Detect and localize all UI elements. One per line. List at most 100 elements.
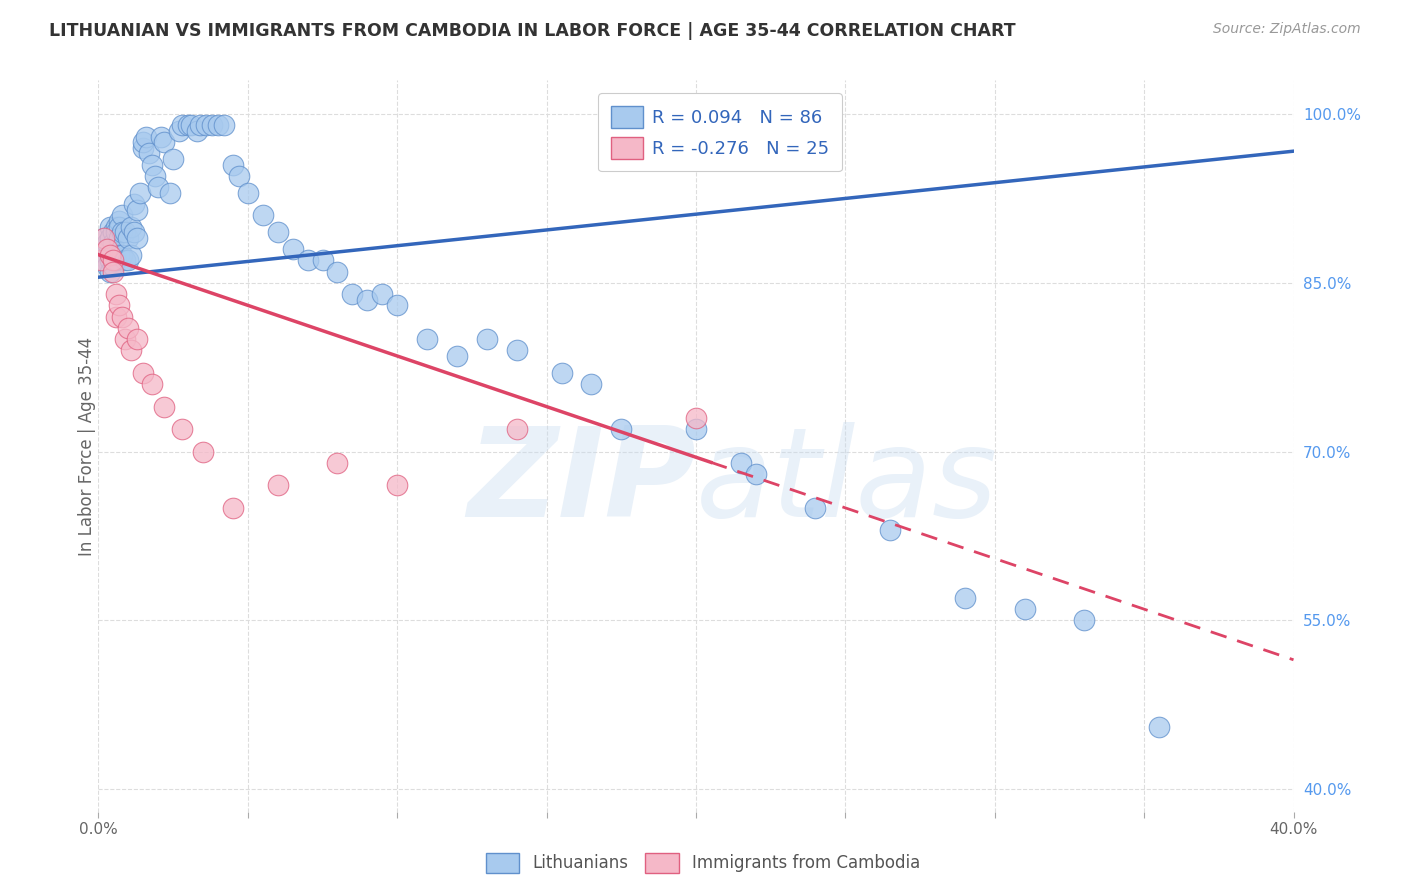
Point: [98, 248, 122, 262]
Point: [96, 242, 118, 256]
Text: Source: ZipAtlas.com: Source: ZipAtlas.com: [1213, 22, 1361, 37]
Point: [98, 219, 122, 234]
Point: [195, 118, 218, 132]
Point: [124, 197, 146, 211]
Point: [135, 129, 157, 144]
Point: [804, 500, 827, 515]
Point: [1014, 602, 1036, 616]
Text: atlas: atlas: [696, 422, 998, 543]
Point: [879, 524, 901, 538]
Point: [180, 118, 202, 132]
Point: [745, 467, 768, 482]
Point: [172, 118, 194, 132]
Point: [167, 124, 190, 138]
Point: [105, 310, 128, 324]
Point: [159, 186, 181, 200]
Point: [98, 231, 122, 245]
Point: [103, 248, 125, 262]
Point: [111, 248, 134, 262]
Point: [141, 377, 163, 392]
Point: [132, 366, 155, 380]
Point: [953, 591, 976, 605]
Point: [581, 377, 603, 392]
Point: [188, 118, 211, 132]
Point: [1147, 720, 1170, 734]
Point: [153, 135, 176, 149]
Point: [111, 310, 134, 324]
Point: [222, 500, 245, 515]
Point: [150, 129, 173, 144]
Point: [385, 478, 409, 492]
Point: [162, 152, 184, 166]
Point: [153, 400, 176, 414]
Point: [550, 366, 572, 380]
Point: [103, 264, 125, 278]
Point: [103, 225, 125, 239]
Point: [172, 422, 194, 436]
Point: [108, 298, 131, 312]
Y-axis label: In Labor Force | Age 35-44: In Labor Force | Age 35-44: [79, 336, 96, 556]
Legend: R = 0.094   N = 86, R = -0.276   N = 25: R = 0.094 N = 86, R = -0.276 N = 25: [598, 93, 842, 171]
Point: [212, 118, 235, 132]
Point: [103, 259, 125, 273]
Point: [416, 332, 439, 346]
Point: [111, 208, 134, 222]
Point: [96, 236, 118, 251]
Point: [281, 242, 304, 256]
Point: [730, 456, 752, 470]
Point: [90, 242, 112, 256]
Point: [114, 332, 136, 346]
Point: [207, 118, 229, 132]
Point: [132, 141, 155, 155]
Point: [96, 253, 118, 268]
Point: [506, 422, 529, 436]
Point: [129, 186, 152, 200]
Point: [127, 332, 149, 346]
Point: [105, 287, 128, 301]
Point: [685, 422, 707, 436]
Point: [108, 214, 131, 228]
Point: [114, 253, 136, 268]
Point: [90, 248, 112, 262]
Point: [120, 248, 142, 262]
Point: [90, 253, 112, 268]
Point: [191, 444, 214, 458]
Point: [98, 253, 122, 268]
Point: [132, 135, 155, 149]
Point: [342, 287, 364, 301]
Point: [506, 343, 529, 358]
Point: [98, 264, 122, 278]
Text: ZIP: ZIP: [467, 422, 696, 543]
Point: [475, 332, 498, 346]
Point: [127, 231, 149, 245]
Point: [127, 202, 149, 217]
Point: [297, 253, 319, 268]
Point: [141, 158, 163, 172]
Point: [148, 180, 170, 194]
Point: [96, 259, 118, 273]
Point: [177, 118, 200, 132]
Point: [124, 225, 146, 239]
Point: [326, 456, 349, 470]
Point: [117, 231, 139, 245]
Text: LITHUANIAN VS IMMIGRANTS FROM CAMBODIA IN LABOR FORCE | AGE 35-44 CORRELATION CH: LITHUANIAN VS IMMIGRANTS FROM CAMBODIA I…: [49, 22, 1015, 40]
Point: [610, 422, 633, 436]
Point: [267, 225, 290, 239]
Point: [446, 349, 468, 363]
Point: [356, 293, 378, 307]
Point: [108, 248, 131, 262]
Point: [371, 287, 394, 301]
Point: [108, 231, 131, 245]
Point: [120, 343, 142, 358]
Point: [114, 225, 136, 239]
Point: [252, 208, 274, 222]
Point: [685, 410, 707, 425]
Point: [105, 253, 128, 268]
Point: [143, 169, 166, 183]
Point: [201, 118, 224, 132]
Point: [120, 219, 142, 234]
Point: [311, 253, 333, 268]
Point: [93, 231, 115, 245]
Point: [117, 253, 139, 268]
Point: [326, 264, 349, 278]
